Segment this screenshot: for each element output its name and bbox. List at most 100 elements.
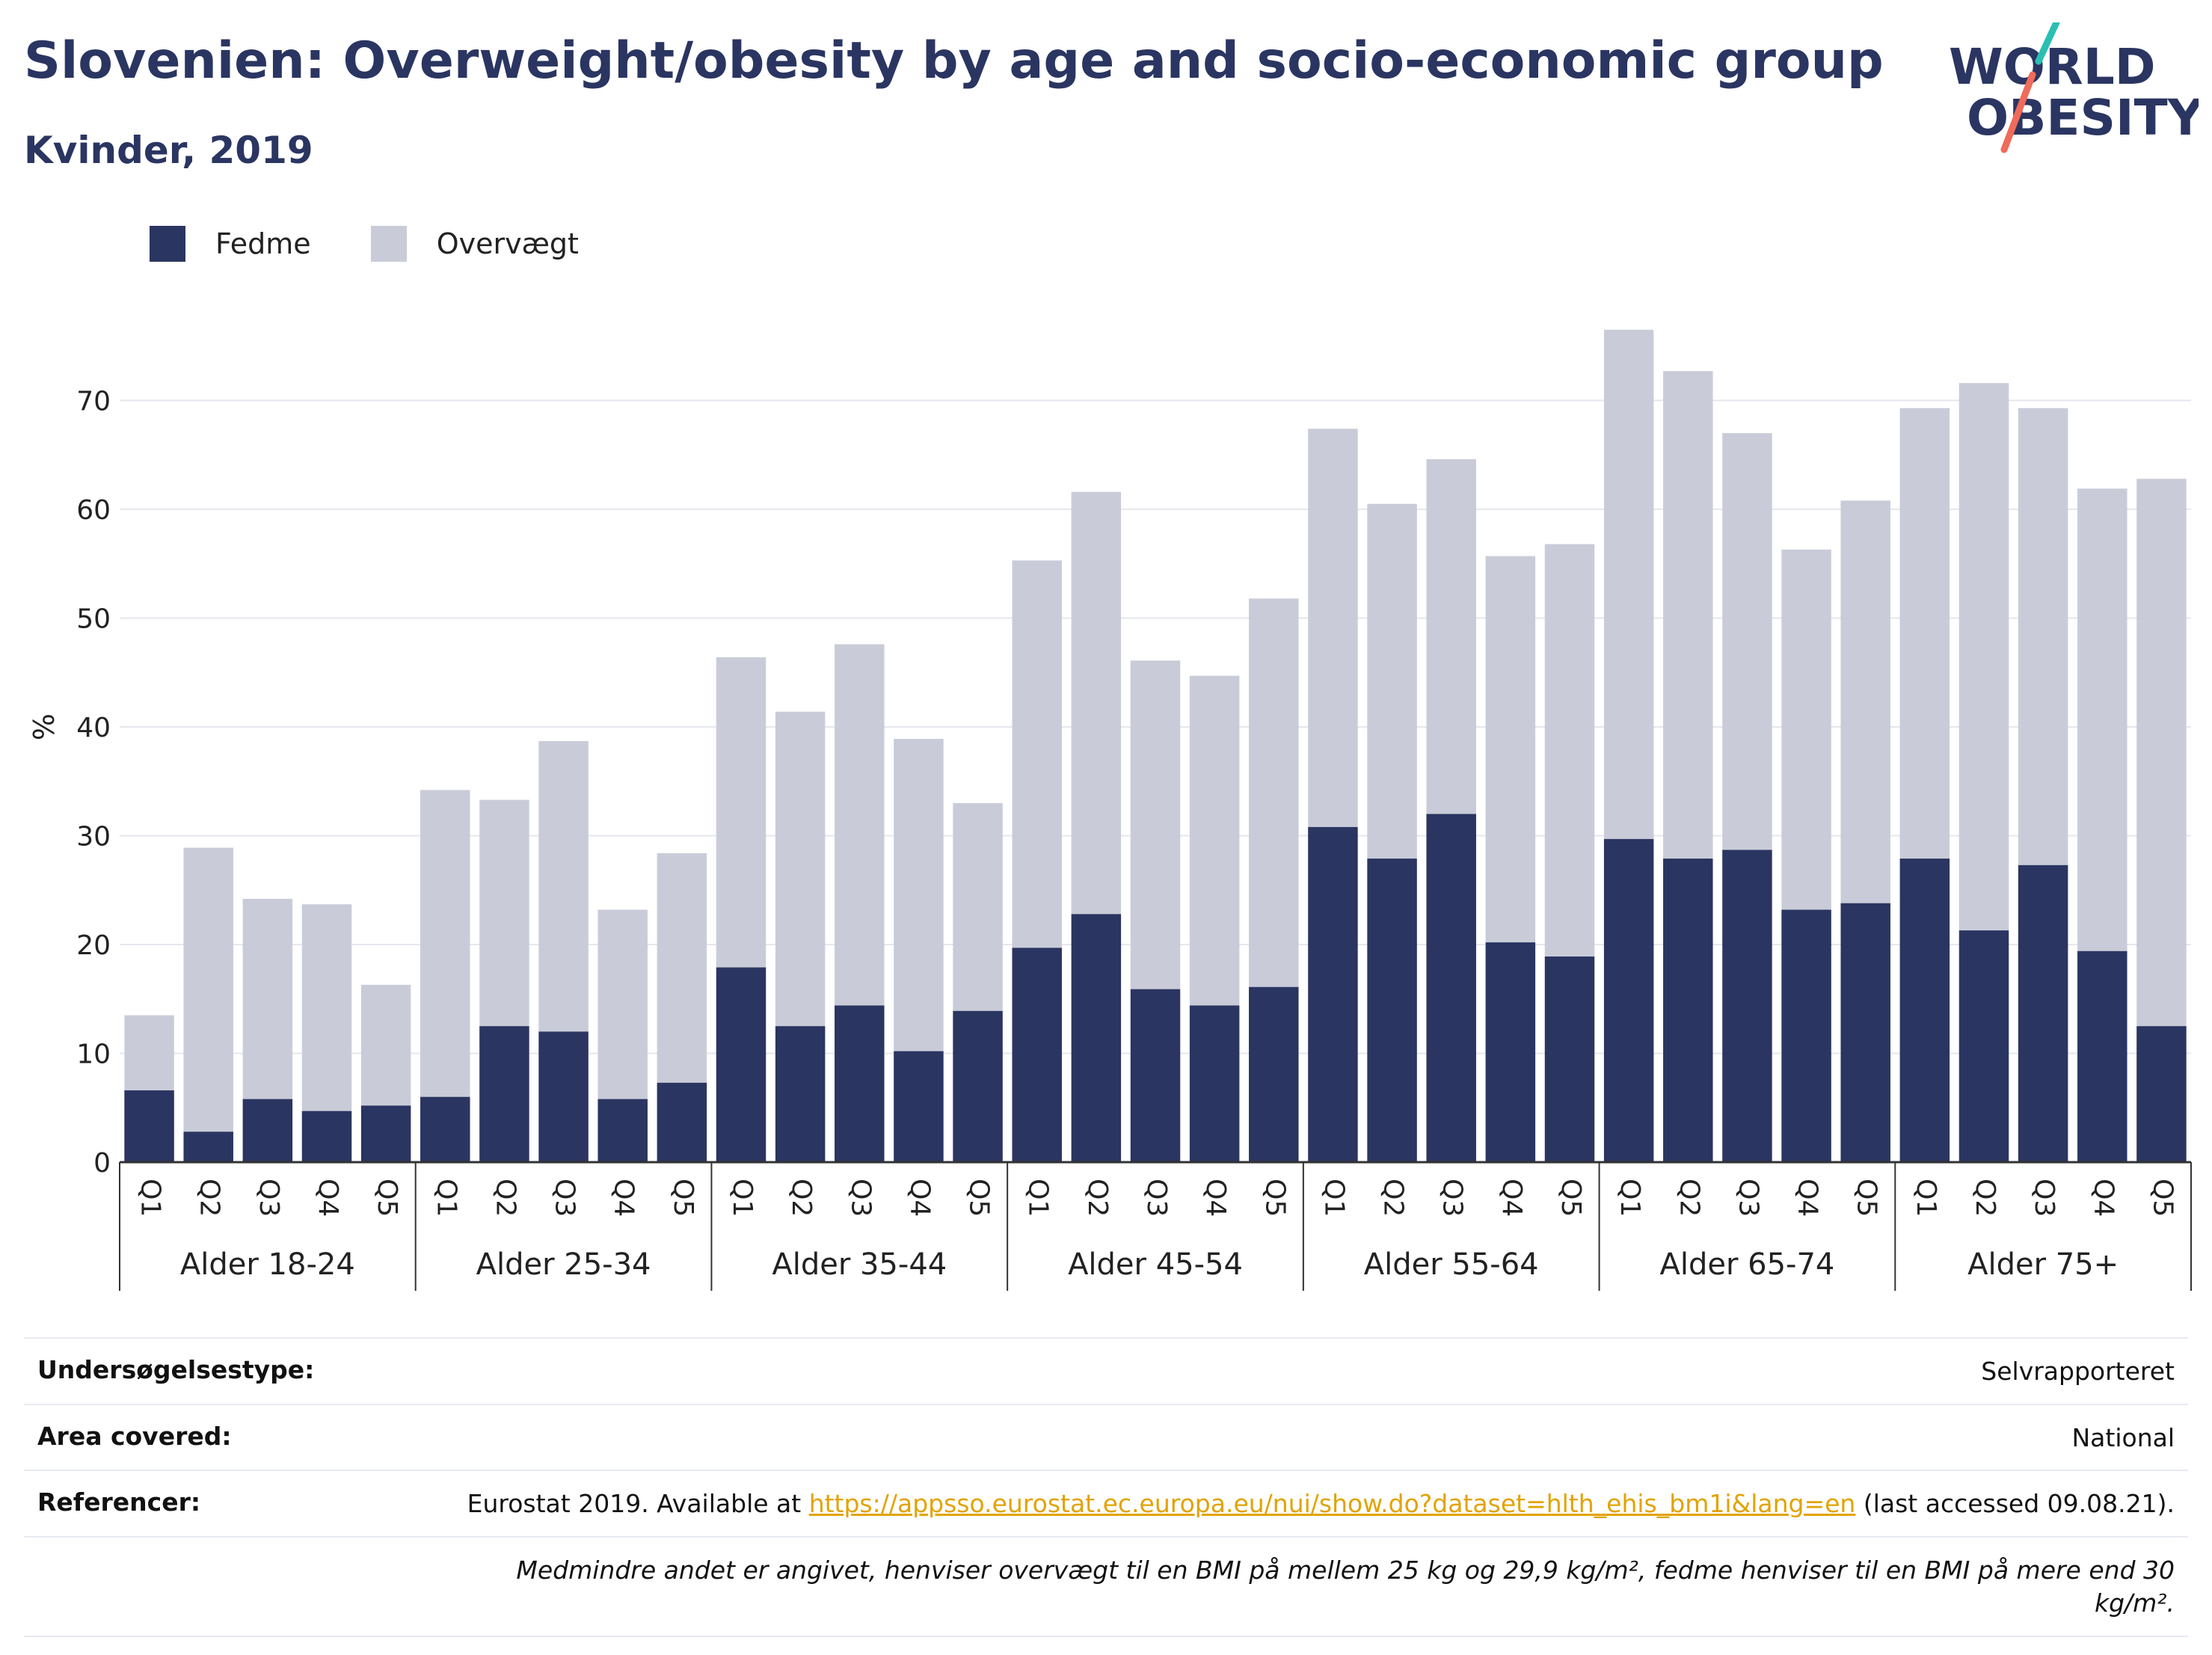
- logo-line2: OBESITY: [1967, 89, 2199, 147]
- x-tick-label-g1-q4: Q4: [313, 1179, 343, 1217]
- bar-fedme-g1-q1: [124, 1090, 174, 1162]
- x-tick-label-g7-q4: Q4: [2088, 1179, 2119, 1217]
- bar-fedme-g2-q4: [597, 1099, 648, 1162]
- y-tick-label-30: 30: [76, 822, 111, 853]
- bar-overvaegt-g3-q5: [953, 802, 1003, 1011]
- bar-overvaegt-g4-q4: [1189, 675, 1240, 1006]
- references-prefix: Eurostat 2019. Available at: [467, 1489, 809, 1519]
- x-tick-label-g1-q2: Q2: [194, 1179, 225, 1217]
- bar-overvaegt-g7-q4: [2077, 488, 2127, 951]
- x-tick-label-g4-q3: Q3: [1141, 1179, 1172, 1217]
- chart-legend: Fedme Overvægt: [150, 221, 639, 266]
- references-label: Referencer:: [37, 1487, 201, 1517]
- bar-fedme-g4-q5: [1249, 986, 1299, 1162]
- bar-fedme-g6-q1: [1603, 838, 1654, 1162]
- bar-fedme-g4-q1: [1012, 948, 1062, 1162]
- bar-fedme-g1-q2: [183, 1132, 233, 1162]
- x-tick-label-g2-q3: Q3: [550, 1179, 580, 1217]
- bar-fedme-g6-q4: [1781, 909, 1831, 1162]
- y-tick-label-70: 70: [76, 387, 111, 417]
- group-label-5: Alder 55-64: [1364, 1247, 1539, 1282]
- x-tick-label-g5-q5: Q5: [1555, 1179, 1586, 1217]
- x-tick-label-g3-q3: Q3: [845, 1179, 876, 1217]
- bar-fedme-g3-q3: [835, 1005, 885, 1162]
- legend-item-overvaegt: Overvægt: [370, 226, 579, 262]
- bar-overvaegt-g1-q3: [242, 898, 293, 1099]
- bar-fedme-g5-q3: [1426, 814, 1476, 1162]
- bar-overvaegt-g5-q4: [1485, 556, 1536, 943]
- bar-fedme-g4-q3: [1130, 989, 1181, 1162]
- bar-fedme-g5-q5: [1544, 957, 1595, 1162]
- bar-overvaegt-g3-q3: [835, 644, 885, 1006]
- x-tick-label-g4-q5: Q5: [1259, 1179, 1290, 1217]
- x-tick-label-g3-q4: Q4: [904, 1179, 935, 1217]
- bar-fedme-g5-q2: [1367, 859, 1417, 1162]
- x-tick-label-g3-q5: Q5: [964, 1179, 995, 1217]
- x-tick-label-g2-q5: Q5: [668, 1179, 698, 1217]
- logo-line1: WORLD: [1949, 38, 2156, 96]
- x-tick-label-g6-q4: Q4: [1792, 1179, 1823, 1217]
- bar-fedme-g2-q5: [657, 1082, 707, 1162]
- bar-fedme-g4-q4: [1189, 1005, 1240, 1162]
- bar-overvaegt-g4-q5: [1249, 598, 1299, 987]
- logo-teal-stroke: [2035, 22, 2060, 65]
- group-label-1: Alder 18-24: [180, 1247, 355, 1282]
- bar-fedme-g3-q5: [953, 1010, 1003, 1162]
- x-tick-label-g2-q4: Q4: [609, 1179, 639, 1217]
- bar-overvaegt-g2-q3: [538, 740, 589, 1032]
- bar-overvaegt-g2-q1: [420, 790, 470, 1097]
- area-label: Area covered:: [37, 1421, 232, 1451]
- x-tick-label-g4-q1: Q1: [1023, 1179, 1054, 1217]
- bar-fedme-g5-q1: [1308, 826, 1358, 1162]
- info-row-note: Medmindre andet er angivet, henviser ove…: [24, 1535, 2188, 1637]
- bar-overvaegt-g5-q1: [1308, 429, 1358, 827]
- bar-fedme-g6-q2: [1663, 859, 1713, 1162]
- x-tick-label-g3-q2: Q2: [786, 1179, 817, 1217]
- x-tick-label-g6-q2: Q2: [1674, 1179, 1704, 1217]
- y-tick-label-60: 60: [76, 495, 111, 526]
- x-tick-label-g4-q2: Q2: [1082, 1179, 1113, 1217]
- bar-overvaegt-g6-q2: [1663, 371, 1713, 859]
- group-label-6: Alder 65-74: [1659, 1247, 1834, 1282]
- bar-overvaegt-g4-q2: [1071, 491, 1122, 915]
- x-tick-label-g6-q1: Q1: [1615, 1179, 1645, 1217]
- info-row-references: Referencer: Eurostat 2019. Available at …: [24, 1470, 2188, 1536]
- bar-fedme-g3-q4: [894, 1051, 944, 1162]
- references-link[interactable]: https://appsso.eurostat.ec.europa.eu/nui…: [808, 1489, 1856, 1519]
- x-tick-label-g6-q5: Q5: [1852, 1179, 1882, 1217]
- bar-overvaegt-g3-q4: [894, 739, 944, 1051]
- bar-fedme-g5-q4: [1485, 942, 1536, 1162]
- x-tick-label-g7-q5: Q5: [2147, 1179, 2178, 1217]
- bar-overvaegt-g3-q2: [775, 711, 826, 1027]
- bar-fedme-g3-q2: [775, 1026, 826, 1162]
- y-tick-label-0: 0: [93, 1148, 111, 1179]
- group-label-7: Alder 75+: [1967, 1247, 2119, 1282]
- bar-fedme-g4-q2: [1071, 914, 1122, 1162]
- survey-type-value: Selvrapporteret: [1981, 1357, 2175, 1386]
- bar-overvaegt-g7-q3: [2018, 408, 2068, 865]
- y-tick-label-40: 40: [76, 713, 111, 743]
- logo-coral-stroke: [2000, 71, 2036, 153]
- x-tick-label-g7-q3: Q3: [2029, 1179, 2059, 1217]
- y-tick-label-20: 20: [76, 930, 111, 961]
- x-tick-label-g5-q3: Q3: [1437, 1179, 1468, 1217]
- bar-fedme-g1-q4: [301, 1111, 352, 1162]
- bar-overvaegt-g2-q2: [479, 799, 529, 1027]
- bar-fedme-g7-q5: [2136, 1026, 2187, 1162]
- bar-overvaegt-g3-q1: [716, 657, 766, 968]
- x-tick-label-g5-q1: Q1: [1318, 1179, 1349, 1217]
- bmi-note: Medmindre andet er angivet, henviser ove…: [516, 1555, 2175, 1618]
- area-value: National: [2071, 1422, 2175, 1452]
- chart-title: Slovenien: Overweight/obesity by age and…: [24, 31, 1884, 90]
- bar-overvaegt-g6-q4: [1781, 549, 1831, 910]
- legend-label-overvaegt: Overvægt: [436, 227, 579, 260]
- world-obesity-logo: WORLD OBESITY: [1949, 22, 2199, 153]
- legend-item-fedme: Fedme: [150, 226, 311, 262]
- info-table: Undersøgelsestype: Selvrapporteret Area …: [24, 1337, 2188, 1637]
- x-tick-label-g5-q4: Q4: [1496, 1179, 1527, 1217]
- bar-overvaegt-g1-q1: [124, 1015, 174, 1090]
- bar-fedme-g7-q4: [2077, 951, 2127, 1162]
- bar-overvaegt-g5-q5: [1544, 544, 1595, 957]
- chart-subtitle: Kvinder, 2019: [24, 129, 313, 172]
- bar-overvaegt-g6-q3: [1722, 433, 1772, 850]
